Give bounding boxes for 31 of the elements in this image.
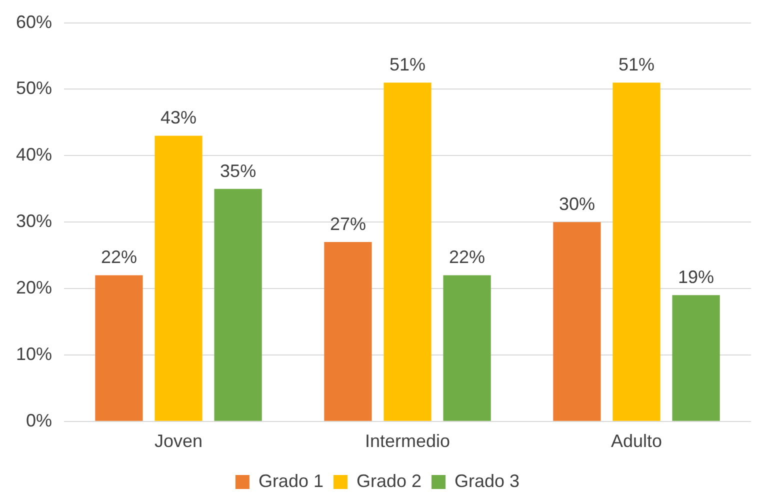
- bar: [553, 222, 601, 421]
- data-label: 43%: [160, 108, 197, 128]
- y-tick-label: 50%: [16, 78, 52, 98]
- x-tick-label: Joven: [154, 431, 203, 452]
- bar: [384, 82, 432, 421]
- y-tick-label: 0%: [26, 410, 52, 430]
- bar: [612, 82, 660, 421]
- y-tick-label: 40%: [16, 144, 52, 165]
- y-tick-label: 20%: [16, 278, 52, 298]
- data-label: 22%: [100, 247, 137, 268]
- bar: [214, 188, 262, 421]
- data-label: 22%: [449, 247, 486, 268]
- bar: [154, 136, 202, 421]
- legend-label: Grado 1: [258, 470, 324, 491]
- x-tick-label: Intermedio: [364, 431, 450, 452]
- data-label: 35%: [220, 160, 256, 181]
- data-label: 27%: [330, 214, 366, 234]
- bar: [324, 242, 372, 421]
- data-label: 30%: [558, 194, 595, 214]
- data-label: 51%: [390, 54, 426, 75]
- y-tick-label: 60%: [16, 12, 52, 32]
- data-label: 51%: [618, 54, 655, 75]
- x-tick-label: Adulto: [610, 431, 662, 452]
- data-label: 19%: [678, 267, 714, 288]
- y-tick-label: 10%: [16, 344, 52, 364]
- y-tick-label: 30%: [16, 211, 52, 232]
- bar: [95, 275, 143, 421]
- bar: [672, 295, 720, 421]
- legend-label: Grado 3: [454, 470, 520, 491]
- legend-label: Grado 2: [356, 470, 422, 491]
- bar: [443, 275, 491, 421]
